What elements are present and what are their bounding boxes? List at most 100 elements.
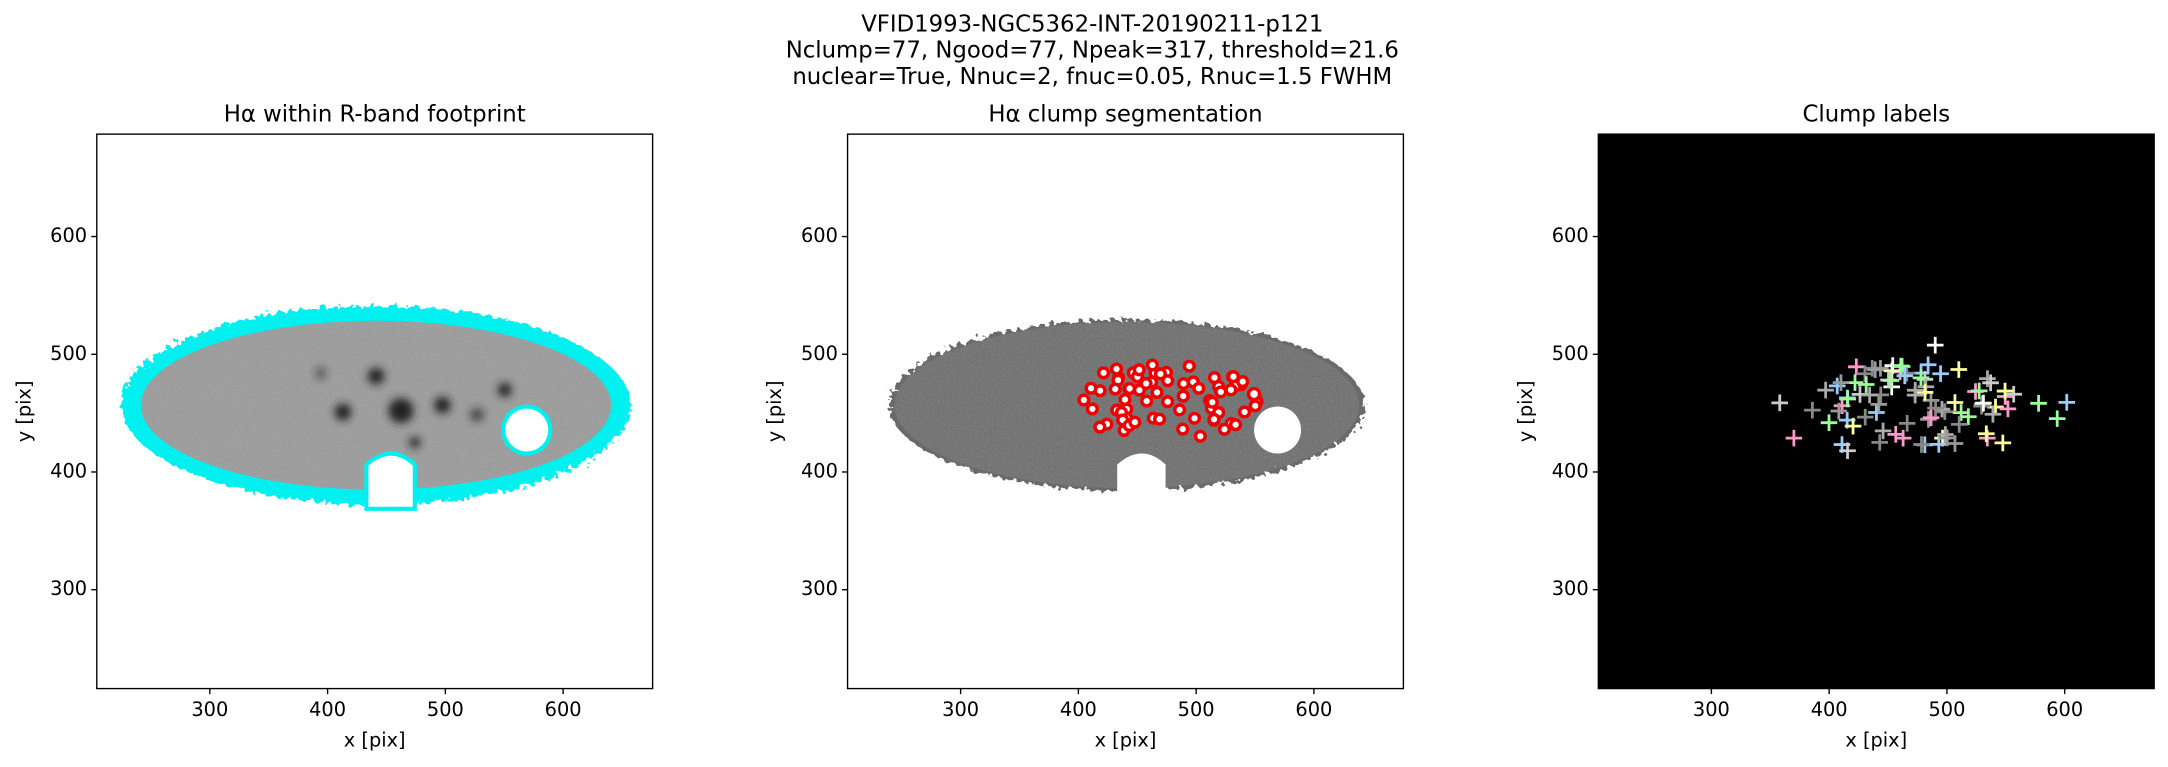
clump-marker [1139,376,1153,391]
clump-marker [1128,415,1142,429]
label-cross [1856,408,1874,426]
label-cross [1913,436,1930,453]
label-cross [1987,398,2004,416]
clump-marker [1207,412,1221,426]
label-cross [1894,429,1912,447]
x-tick-label: 600 [1295,698,1332,721]
y-axis-label: y [pix] [12,380,35,442]
y-tick-label: 400 [801,459,838,482]
y-tick-label: 400 [50,459,87,482]
label-cross [1999,400,2017,418]
label-cross [1977,425,1995,443]
x-axis-label: x [pix] [344,729,406,752]
label-cross [1982,374,1999,392]
label-cross [1839,442,1856,460]
clump-marker [1118,392,1132,407]
clump-marker [1182,359,1196,373]
y-tick-label: 500 [50,342,87,365]
x-tick-label: 300 [1693,698,1730,721]
label-cross [1912,369,1930,387]
label-cross [1872,360,1889,377]
label-cross [1984,405,2002,423]
label-cross [1870,396,1888,413]
clump-marker [1193,429,1207,443]
clump-marker [1217,422,1231,436]
y-tick-label: 500 [1552,342,1589,365]
clump-marker [1077,393,1091,407]
label-cross [1896,367,1914,385]
label-cross [1950,361,1968,378]
label-cross [1828,377,1846,395]
clump-marker [1187,411,1202,425]
y-tick-label: 600 [50,224,87,247]
label-cross [1930,436,1948,453]
axes-frame [1597,133,2155,690]
clump-marker [1140,394,1154,408]
clump-marker [1161,395,1175,409]
clump-marker [1237,405,1252,419]
y-tick-label: 400 [1552,459,1589,482]
label-cross [1844,417,1862,435]
label-cross [2005,385,2022,403]
axes-frame [96,133,654,690]
x-axis-label: x [pix] [1845,729,1907,752]
label-cross [1804,401,1821,419]
x-tick-label: 400 [1811,698,1848,721]
label-cross [1926,336,1944,354]
y-tick-label: 600 [1552,224,1589,247]
x-tick-label: 500 [427,698,464,721]
label-cross [1820,414,1838,431]
clump-marker [1229,418,1243,432]
label-cross [2058,394,2076,411]
label-cross [1994,434,2012,452]
panel-title: Hα within R-band footprint [224,101,526,127]
clump-marker [1236,375,1250,389]
label-cross [1832,374,1850,391]
x-tick-label: 400 [309,698,346,721]
clump-marker [1192,381,1206,395]
label-cross [1922,409,1940,427]
clump-marker [1246,386,1262,402]
clump-marker [1248,399,1262,413]
y-tick-label: 600 [801,224,838,247]
label-cross [1973,397,1990,415]
x-tick-label: 600 [2046,698,2083,721]
image-panel-3 [1598,134,2155,689]
clump-marker [1093,420,1107,434]
label-cross [1937,426,1954,443]
x-tick-label: 500 [1928,698,1965,721]
x-axis-label: x [pix] [1095,729,1157,752]
suptitle: Nclump=77, Ngood=77, Npeak=317, threshol… [786,38,1399,64]
y-tick-label: 300 [801,577,838,600]
label-cross [1932,365,1949,383]
suptitle: nuclear=True, Nnuc=2, fnuc=0.05, Rnuc=1.… [792,64,1392,90]
label-cross [1952,404,1970,421]
label-cross [1882,372,1900,389]
clump-marker [1152,412,1167,426]
x-tick-label: 300 [942,698,979,721]
label-cross [1887,426,1905,443]
clump-marker [1176,422,1190,436]
axes-frame [846,133,1405,690]
y-axis-label: y [pix] [763,380,786,442]
y-tick-label: 300 [50,577,87,600]
label-cross [1950,416,1968,433]
label-cross [1906,381,1924,399]
y-tick-label: 500 [801,342,838,365]
label-cross [1839,390,1856,408]
clump-marker [1214,385,1228,399]
clump-marker [1150,385,1164,400]
label-cross [1830,402,1848,420]
label-cross [1970,382,1988,400]
clump-marker [1173,403,1187,417]
panel-title: Clump labels [1802,101,1950,127]
x-tick-label: 300 [191,698,228,721]
label-cross [2048,410,2066,427]
label-cross [1927,399,1944,417]
label-cross [1848,358,1865,376]
y-tick-label: 300 [1552,577,1589,600]
label-cross [1857,376,1875,393]
label-cross [2030,395,2047,412]
label-cross [1868,404,1885,421]
clump-marker [1109,362,1124,376]
